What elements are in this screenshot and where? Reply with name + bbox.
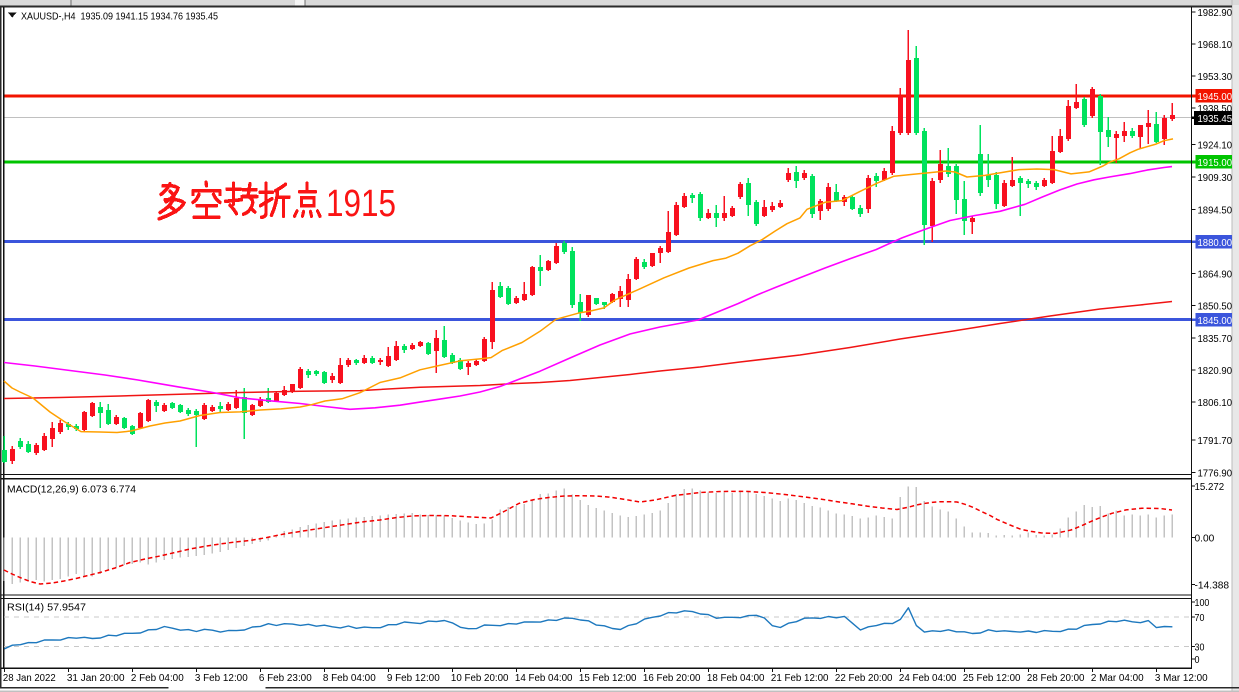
svg-text:1776.90: 1776.90 [1198,469,1233,480]
svg-text:25 Feb 12:00: 25 Feb 12:00 [963,673,1021,684]
svg-text:1968.10: 1968.10 [1198,40,1233,51]
svg-text:1806.10: 1806.10 [1198,398,1233,409]
svg-text:9 Feb 12:00: 9 Feb 12:00 [387,673,440,684]
svg-text:8 Feb 04:00: 8 Feb 04:00 [323,673,376,684]
svg-text:1909.30: 1909.30 [1198,173,1233,184]
svg-text:0: 0 [1195,655,1200,666]
svg-text:2 Feb 04:00: 2 Feb 04:00 [131,673,184,684]
svg-text:24 Feb 04:00: 24 Feb 04:00 [899,673,957,684]
svg-text:70: 70 [1195,613,1205,624]
svg-text:30: 30 [1195,642,1205,653]
svg-text:15 Feb 12:00: 15 Feb 12:00 [579,673,637,684]
svg-text:1953.30: 1953.30 [1198,72,1233,83]
svg-text:XAUUSD-,H4 1935.09 1941.15 19: XAUUSD-,H4 1935.09 1941.15 1934.76 1935.… [21,12,218,23]
svg-text:15.272: 15.272 [1195,482,1225,493]
svg-text:1935.45: 1935.45 [1198,114,1233,125]
svg-text:31 Jan 20:00: 31 Jan 20:00 [67,673,125,684]
svg-text:6 Feb 23:00: 6 Feb 23:00 [259,673,312,684]
svg-text:1945.00: 1945.00 [1198,92,1233,103]
svg-text:3 Feb 12:00: 3 Feb 12:00 [195,673,248,684]
svg-text:10 Feb 20:00: 10 Feb 20:00 [451,673,509,684]
svg-text:MACD(12,26,9) 6.073 6.774: MACD(12,26,9) 6.073 6.774 [7,485,136,496]
svg-text:1894.50: 1894.50 [1198,206,1233,217]
svg-text:1835.70: 1835.70 [1198,334,1233,345]
svg-text:28 Jan 2022: 28 Jan 2022 [3,673,56,684]
svg-text:0.00: 0.00 [1195,534,1215,545]
svg-text:RSI(14) 57.9547: RSI(14) 57.9547 [7,603,86,614]
svg-text:1791.70: 1791.70 [1198,436,1233,447]
svg-text:18 Feb 04:00: 18 Feb 04:00 [707,673,765,684]
svg-text:-14.388: -14.388 [1195,581,1230,592]
svg-text:1845.00: 1845.00 [1198,316,1233,327]
svg-text:1938.50: 1938.50 [1198,104,1233,115]
svg-text:100: 100 [1195,598,1210,609]
svg-text:1915: 1915 [326,183,396,225]
svg-text:1924.10: 1924.10 [1198,141,1233,152]
svg-text:1880.00: 1880.00 [1198,238,1233,249]
svg-text:14 Feb 04:00: 14 Feb 04:00 [515,673,573,684]
svg-text:16 Feb 20:00: 16 Feb 20:00 [643,673,701,684]
svg-text:22 Feb 20:00: 22 Feb 20:00 [835,673,893,684]
svg-text:1820.90: 1820.90 [1198,366,1233,377]
svg-text:1982.90: 1982.90 [1198,8,1233,19]
svg-text:2 Mar 04:00: 2 Mar 04:00 [1091,673,1144,684]
svg-text:1915.00: 1915.00 [1198,158,1233,169]
svg-text:28 Feb 20:00: 28 Feb 20:00 [1027,673,1085,684]
svg-text:1864.90: 1864.90 [1198,270,1233,281]
svg-text:3 Mar 12:00: 3 Mar 12:00 [1155,673,1208,684]
svg-text:1850.50: 1850.50 [1198,302,1233,313]
svg-text:21 Feb 12:00: 21 Feb 12:00 [771,673,829,684]
